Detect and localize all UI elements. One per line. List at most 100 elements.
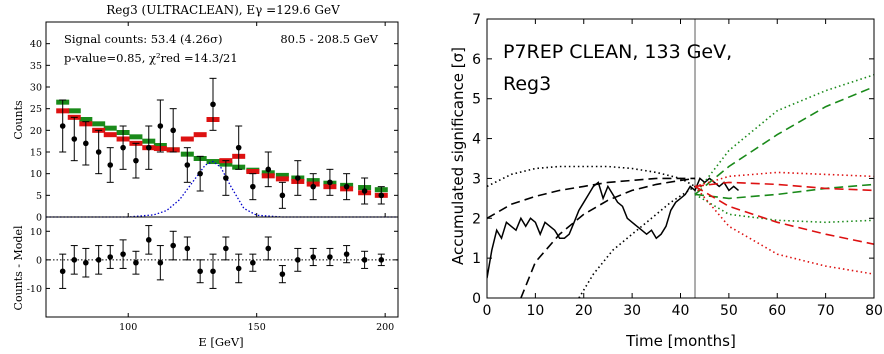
total-model-step xyxy=(246,169,260,174)
residual-data-point xyxy=(184,245,191,252)
right-ytick-label: 3 xyxy=(472,171,481,187)
count-data-point xyxy=(378,192,385,199)
projection-null-band xyxy=(694,171,874,188)
count-data-point xyxy=(71,136,78,142)
left-top-panel: 0 5 10 15 20 25 30 35 40 xyxy=(30,21,399,224)
residual-data-point xyxy=(120,251,126,257)
bottom-ytick-label: -10 xyxy=(27,284,42,295)
count-data-point xyxy=(145,144,152,151)
right-ytick-label: 0 xyxy=(472,291,481,307)
top-ytick-label: 15 xyxy=(30,148,42,159)
right-xtick-label: 0 xyxy=(483,303,492,319)
background-model-step xyxy=(103,125,117,131)
count-data-point xyxy=(361,188,368,194)
count-data-point xyxy=(157,123,164,129)
projection-null-band xyxy=(694,181,874,192)
residual-data-point xyxy=(235,265,242,272)
count-data-point xyxy=(310,183,317,190)
total-model-step xyxy=(275,176,289,182)
background-model-step xyxy=(67,108,81,114)
residual-data-point xyxy=(310,254,317,260)
residual-data-point xyxy=(59,268,66,275)
count-data-point xyxy=(95,149,102,155)
right-xtick-label: 40 xyxy=(672,303,690,319)
background-model-step xyxy=(275,172,289,178)
bottom-xtick-label: 150 xyxy=(248,322,266,333)
expected-band-line xyxy=(578,185,696,298)
residual-data-point xyxy=(197,268,203,275)
projection-signal-band xyxy=(694,86,874,196)
right-chart-title-line2: Reg3 xyxy=(503,73,551,95)
right-ytick-label: 4 xyxy=(472,132,481,148)
bottom-panel-frame xyxy=(45,216,399,318)
residual-data-point xyxy=(223,245,229,252)
right-ytick-label: 5 xyxy=(472,92,481,108)
right-xlabel: Time [months] xyxy=(625,332,736,350)
energy-range-annotation: 80.5 - 208.5 GeV xyxy=(280,32,378,46)
residual-data-point xyxy=(107,254,114,260)
projection-null-band xyxy=(694,185,874,245)
expected-band-line xyxy=(520,177,696,298)
top-ytick-label: 25 xyxy=(30,104,42,115)
left-bottom-panel: -10 0 10 100 150 200 xyxy=(27,216,399,333)
residual-data-point xyxy=(145,237,152,243)
right-series-group xyxy=(487,19,874,298)
residual-data-point xyxy=(210,268,216,275)
count-data-point xyxy=(265,166,272,173)
right-xtick-label: 30 xyxy=(623,303,641,319)
count-data-point xyxy=(223,175,229,181)
residual-data-point xyxy=(279,271,286,277)
residual-data-point xyxy=(95,257,102,263)
bottom-xtick-label: 100 xyxy=(119,322,137,333)
expected-band-line xyxy=(487,177,695,219)
top-ytick-label: 40 xyxy=(30,39,42,50)
right-xtick-label: 10 xyxy=(526,303,544,319)
right-ytick-label: 1 xyxy=(472,251,481,267)
count-data-point xyxy=(235,144,242,151)
count-data-point xyxy=(210,101,216,108)
background-model-step xyxy=(79,117,93,122)
right-xtick-label: 20 xyxy=(575,303,593,319)
top-ytick-label: 30 xyxy=(30,83,42,94)
right-xtick-label: 70 xyxy=(817,303,835,319)
residual-data-point xyxy=(265,245,272,252)
right-xtick-label: 60 xyxy=(768,303,786,319)
count-data-point xyxy=(59,123,66,129)
left-chart: Reg3 (ULTRACLEAN), Eγ =129.6 GeV 0 5 10 15 2… xyxy=(12,3,399,349)
top-ytick-label: 20 xyxy=(30,126,42,137)
count-data-point xyxy=(294,175,301,181)
count-data-point xyxy=(133,157,139,164)
residual-data-point xyxy=(157,259,164,266)
top-ytick-label: 10 xyxy=(30,169,42,180)
total-model-step xyxy=(103,132,117,138)
left-chart-title: Reg3 (ULTRACLEAN), Eγ =129.6 GeV xyxy=(106,3,340,17)
residual-data-point xyxy=(378,257,385,263)
left-top-ylabel: Counts xyxy=(12,100,25,140)
residual-data-point xyxy=(133,259,139,266)
count-data-point xyxy=(250,183,256,190)
right-chart-title-line1: P7REP CLEAN, 133 GeV, xyxy=(503,41,732,63)
count-data-point xyxy=(170,127,176,134)
right-xtick-label: 50 xyxy=(720,303,738,319)
count-data-point xyxy=(107,162,114,168)
background-model-step xyxy=(92,121,106,127)
count-data-point xyxy=(343,183,350,190)
residual-data-point xyxy=(343,251,350,257)
projection-signal-band xyxy=(694,74,874,195)
count-data-point xyxy=(279,192,286,199)
top-ytick-label: 5 xyxy=(36,191,42,202)
right-ylabel: Accumulated significance [σ] xyxy=(449,47,467,265)
right-ytick-label: 2 xyxy=(472,211,481,227)
bottom-ytick-label: 10 xyxy=(30,227,42,238)
residual-data-point xyxy=(71,257,78,263)
projection-signal-band xyxy=(694,183,874,200)
bottom-ytick-label: 0 xyxy=(36,255,42,266)
expected-band-line xyxy=(487,165,696,188)
right-ytick-label: 6 xyxy=(472,52,481,68)
left-bottom-ylabel: Counts - Model xyxy=(12,225,25,310)
projection-null-band xyxy=(694,185,874,275)
signal-counts-annotation: Signal counts: 53.4 (4.26σ) xyxy=(64,32,222,46)
left-xlabel: E [GeV] xyxy=(198,335,243,349)
